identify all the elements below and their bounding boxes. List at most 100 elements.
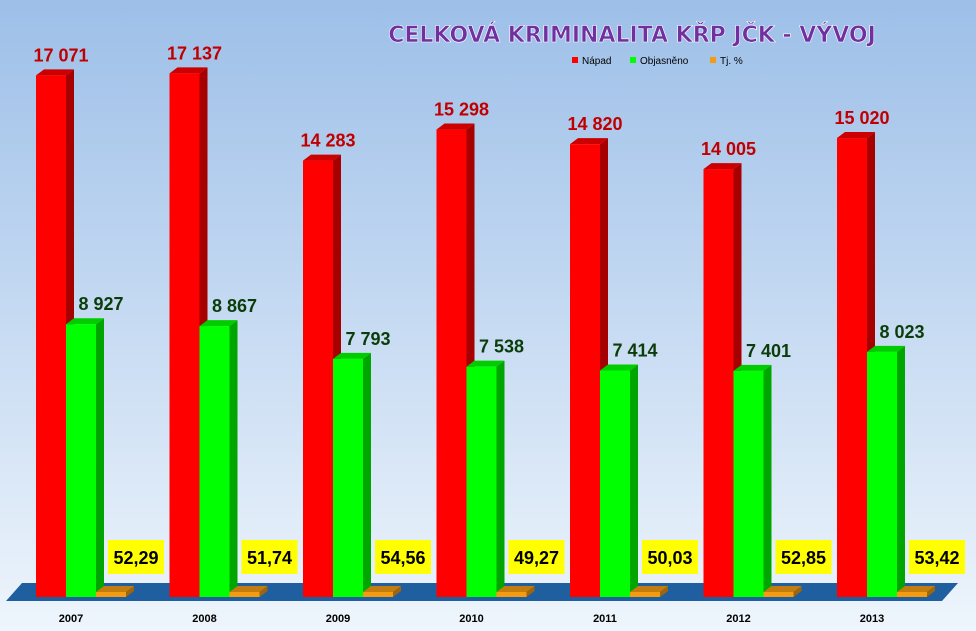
bar-side (496, 360, 505, 597)
bar (466, 366, 497, 597)
x-tick-label: 2011 (593, 613, 617, 625)
x-axis-ticks: 2007 2008 2009 2010 2011 2012 2013 (59, 613, 884, 625)
value-label: 15 020 (834, 108, 889, 128)
value-label-bg (775, 540, 832, 574)
value-label-bg (241, 540, 298, 574)
value-label: 51,74 (247, 548, 292, 568)
value-labels: 17 071 8 927 52,29 17 137 8 867 51,74 14 283 7 … (33, 43, 965, 574)
value-label: 14 283 (300, 131, 355, 151)
value-label: 52,85 (781, 548, 826, 568)
bar (600, 370, 630, 597)
bar-side (526, 586, 535, 597)
x-tick-label: 2012 (726, 613, 750, 625)
bar-top (36, 69, 74, 76)
bar-side (229, 320, 238, 597)
bar-side (927, 586, 935, 597)
bars (36, 67, 935, 598)
bar-side (96, 318, 104, 597)
bar-top (169, 67, 208, 74)
bar-top (867, 345, 905, 352)
bar-side (393, 586, 401, 597)
bar-top (570, 138, 608, 145)
bar (630, 592, 660, 597)
bar-top (363, 586, 401, 592)
x-tick-label: 2009 (326, 613, 350, 625)
bar (763, 592, 794, 597)
bar-side (793, 586, 802, 597)
bar-side (363, 352, 371, 597)
value-label: 17 137 (167, 43, 222, 63)
value-label: 15 298 (434, 100, 489, 120)
bar (496, 592, 527, 597)
value-label: 7 401 (746, 341, 791, 361)
value-label: 54,56 (380, 548, 425, 568)
bar-top (229, 586, 268, 592)
bar-top (600, 364, 638, 371)
value-label: 50,03 (647, 548, 692, 568)
value-label: 8 023 (879, 322, 924, 342)
bar-side (126, 586, 134, 597)
value-label: 8 927 (78, 294, 123, 314)
bar (303, 160, 333, 597)
value-label: 17 071 (33, 45, 88, 65)
bar-top (199, 320, 238, 327)
bar-side (763, 364, 772, 597)
value-label: 8 867 (212, 296, 257, 316)
legend-label: Nápad (582, 56, 611, 67)
x-tick-label: 2008 (192, 613, 216, 625)
bar-top (897, 586, 935, 592)
bar-side (660, 586, 668, 597)
bar-top (703, 163, 742, 170)
bar (703, 169, 734, 597)
value-label: 7 414 (612, 340, 657, 360)
value-label-bg (642, 540, 698, 574)
value-label: 7 793 (345, 329, 390, 349)
x-tick-label: 2013 (860, 613, 884, 625)
legend: Nápad Objasněno Tj. % (572, 56, 743, 67)
value-label-bg (909, 540, 965, 574)
bar (867, 351, 897, 597)
bar-side (630, 364, 638, 597)
value-label-bg (508, 540, 565, 574)
bar-side (259, 586, 268, 597)
bar-top (837, 132, 875, 139)
bar (837, 138, 867, 598)
bar (66, 324, 96, 597)
bar (363, 592, 393, 597)
legend-label: Objasněno (640, 56, 689, 67)
bar-top (733, 364, 772, 371)
bar (570, 144, 600, 597)
value-label: 14 820 (567, 114, 622, 134)
bar (96, 592, 126, 597)
bar-top (333, 352, 371, 359)
bar-side (897, 345, 905, 597)
bar (333, 358, 363, 597)
bar (36, 75, 66, 597)
bar (169, 73, 200, 597)
value-label-bg (108, 540, 164, 574)
value-label: 7 538 (479, 337, 524, 357)
legend-swatch (710, 57, 716, 63)
bar-top (496, 586, 535, 592)
bar (199, 326, 230, 597)
bar (733, 370, 764, 597)
bar-top (630, 586, 668, 592)
bar-top (466, 360, 505, 367)
legend-swatch (630, 57, 636, 63)
bar-top (96, 586, 134, 592)
bar-top (763, 586, 802, 592)
value-label: 14 005 (701, 139, 756, 159)
x-tick-label: 2010 (459, 613, 483, 625)
legend-label: Tj. % (720, 56, 743, 67)
x-tick-label: 2007 (59, 613, 83, 625)
bar (436, 129, 467, 598)
bar (229, 592, 260, 597)
legend-swatch (572, 57, 578, 63)
value-label: 53,42 (914, 548, 959, 568)
bar (897, 592, 927, 597)
bar-top (436, 123, 475, 130)
bar-top (66, 318, 104, 325)
value-label: 52,29 (113, 548, 158, 568)
value-label-bg (375, 540, 431, 574)
